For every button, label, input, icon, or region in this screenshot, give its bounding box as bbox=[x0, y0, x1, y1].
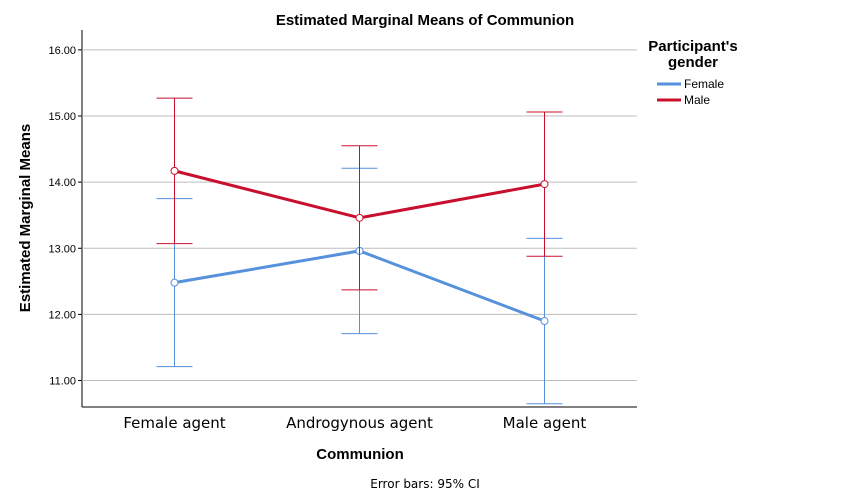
legend-title-line1: Participant's bbox=[648, 38, 737, 55]
x-category-label: Male agent bbox=[503, 414, 587, 432]
footnote: Error bars: 95% CI bbox=[370, 477, 479, 491]
y-tick-label: 14.00 bbox=[48, 177, 76, 189]
legend: Participant's gender Female Male bbox=[648, 38, 737, 107]
legend-item-female: Female bbox=[657, 77, 724, 91]
legend-label: Female bbox=[684, 77, 724, 91]
y-tick-label: 12.00 bbox=[48, 309, 76, 321]
data-point bbox=[170, 278, 179, 287]
legend-items: Female Male bbox=[657, 77, 724, 107]
data-point bbox=[355, 213, 364, 222]
y-axis-title: Estimated Marginal Means bbox=[17, 124, 34, 312]
y-tick-label: 13.00 bbox=[48, 243, 76, 255]
legend-label: Male bbox=[684, 93, 710, 107]
chart-title: Estimated Marginal Means of Communion bbox=[276, 12, 574, 29]
x-axis-title: Communion bbox=[316, 446, 404, 463]
legend-item-male: Male bbox=[657, 93, 710, 107]
y-tick-label: 16.00 bbox=[48, 45, 76, 57]
x-category-labels: Female agent Androgynous agent Male agent bbox=[123, 414, 586, 432]
series-male bbox=[156, 97, 563, 291]
legend-title-line2: gender bbox=[668, 54, 718, 71]
data-point bbox=[540, 180, 549, 189]
y-tick-label: 11.00 bbox=[49, 376, 76, 388]
plot-area bbox=[81, 30, 637, 408]
y-tick-label: 15.00 bbox=[48, 111, 76, 123]
x-category-label: Androgynous agent bbox=[286, 414, 433, 432]
y-tick-labels: 11.00 12.00 13.00 14.00 15.00 16.00 bbox=[48, 45, 76, 388]
data-point bbox=[540, 317, 549, 326]
data-point bbox=[170, 166, 179, 175]
x-category-label: Female agent bbox=[123, 414, 225, 432]
series-layer bbox=[156, 97, 563, 405]
